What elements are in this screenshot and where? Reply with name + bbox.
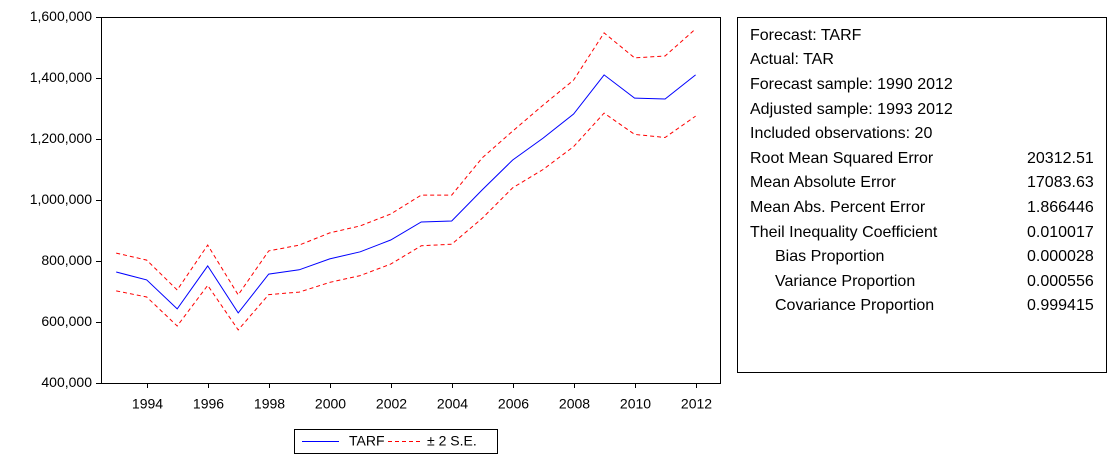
x-tick-label: 1994 bbox=[132, 396, 163, 412]
y-tick-label: 1,400,000 bbox=[30, 69, 92, 85]
stat-value: 1.866446 bbox=[1027, 199, 1094, 216]
x-tick-label: 2002 bbox=[376, 396, 407, 412]
stats-header: Forecast: TARF bbox=[750, 27, 862, 44]
y-tick-label: 800,000 bbox=[41, 252, 92, 268]
y-tick-label: 1,200,000 bbox=[30, 130, 92, 146]
stat-value: 20312.51 bbox=[1027, 150, 1094, 167]
stat-value: 17083.63 bbox=[1027, 174, 1094, 191]
x-tick-label: 1998 bbox=[254, 396, 285, 412]
stat-label: Theil Inequality Coefficient bbox=[750, 224, 938, 241]
stat-label: Variance Proportion bbox=[775, 273, 915, 290]
stats-header: Actual: TAR bbox=[750, 51, 834, 68]
stats-header: Forecast sample: 1990 2012 bbox=[750, 76, 953, 93]
stat-label: Bias Proportion bbox=[775, 248, 884, 265]
stat-label: Root Mean Squared Error bbox=[750, 150, 934, 167]
x-tick-label: 2008 bbox=[559, 396, 590, 412]
x-tick-label: 2004 bbox=[437, 396, 468, 412]
x-tick-label: 2000 bbox=[315, 396, 346, 412]
y-tick-label: 600,000 bbox=[41, 313, 92, 329]
forecast-line bbox=[116, 74, 696, 314]
stats-header: Adjusted sample: 1993 2012 bbox=[750, 101, 953, 118]
stats: Forecast: TARF Actual: TAR Forecast samp… bbox=[750, 27, 1094, 314]
y-tick-label: 1,600,000 bbox=[30, 8, 92, 24]
stat-label: Mean Absolute Error bbox=[750, 174, 897, 191]
plot-frame bbox=[101, 17, 721, 384]
stat-value: 0.000556 bbox=[1027, 273, 1094, 290]
stat-label: Mean Abs. Percent Error bbox=[750, 199, 926, 216]
band-lower bbox=[116, 112, 696, 331]
x-tick-label: 1996 bbox=[193, 396, 224, 412]
x-tick-label: 2006 bbox=[498, 396, 529, 412]
stat-value: 0.010017 bbox=[1027, 224, 1094, 241]
x-tick-label: 2010 bbox=[620, 396, 651, 412]
stat-label: Covariance Proportion bbox=[775, 297, 934, 314]
stats-box bbox=[737, 17, 1107, 373]
y-tick-label: 1,000,000 bbox=[30, 191, 92, 207]
stat-value: 0.999415 bbox=[1027, 297, 1094, 314]
stats-header: Included observations: 20 bbox=[750, 125, 932, 142]
y-tick-label: 400,000 bbox=[41, 374, 92, 390]
legend-label: ± 2 S.E. bbox=[427, 433, 477, 449]
stat-value: 0.000028 bbox=[1027, 248, 1094, 265]
x-tick-label: 2012 bbox=[681, 396, 712, 412]
band-upper bbox=[116, 28, 696, 296]
legend-label: TARF bbox=[349, 433, 385, 449]
